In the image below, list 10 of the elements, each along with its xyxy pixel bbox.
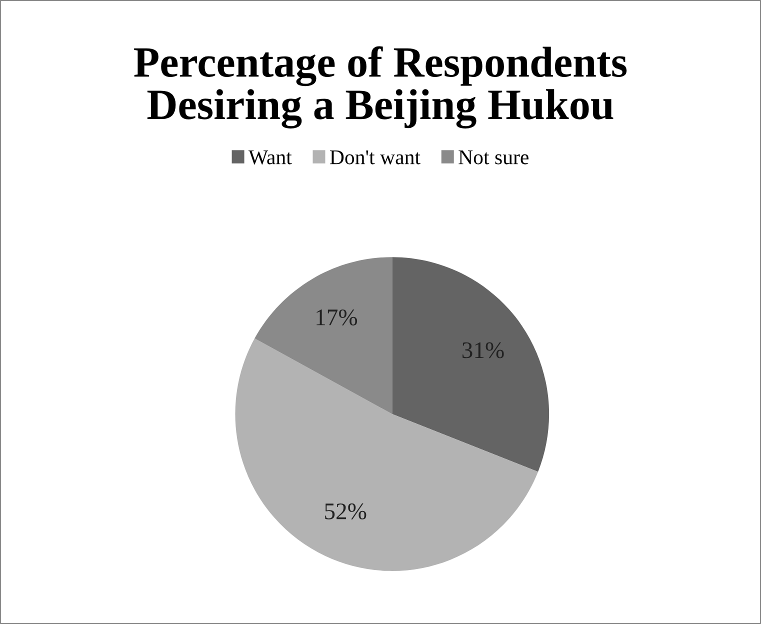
- legend-label: Not sure: [458, 150, 528, 164]
- data-label: 52%: [325, 503, 366, 520]
- legend-label: Don't want: [330, 150, 420, 164]
- pie-slice: [254, 257, 392, 414]
- data-label: 17%: [316, 309, 358, 326]
- chart-title: Percentage of Respondents Desiring a Beijing Hukou: [134, 46, 627, 128]
- legend-label: Want: [248, 150, 292, 164]
- pie-slice: [392, 257, 550, 472]
- pie-slice: [235, 338, 538, 571]
- data-label: 31%: [462, 342, 504, 358]
